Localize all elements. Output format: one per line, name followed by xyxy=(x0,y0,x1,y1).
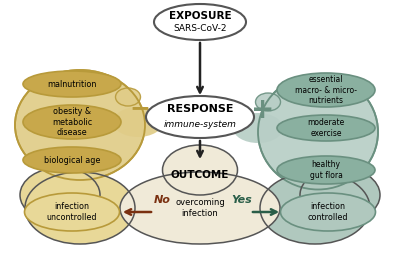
Ellipse shape xyxy=(300,167,380,223)
Ellipse shape xyxy=(260,172,370,244)
Text: Yes: Yes xyxy=(232,195,252,205)
Text: malnutrition: malnutrition xyxy=(47,80,97,88)
Ellipse shape xyxy=(233,113,283,143)
Text: moderate
exercise: moderate exercise xyxy=(307,118,345,138)
Text: infection
uncontrolled: infection uncontrolled xyxy=(47,202,97,222)
Text: biological age: biological age xyxy=(44,155,100,165)
Text: SARS-CoV-2: SARS-CoV-2 xyxy=(173,24,227,32)
Text: infection
controlled: infection controlled xyxy=(308,202,348,222)
Ellipse shape xyxy=(280,193,376,231)
Text: RESPONSE: RESPONSE xyxy=(167,104,233,114)
Text: No: No xyxy=(154,195,170,205)
Ellipse shape xyxy=(113,107,163,137)
Text: −: − xyxy=(130,96,150,120)
Ellipse shape xyxy=(258,74,378,190)
Text: immune-system: immune-system xyxy=(164,120,236,129)
Ellipse shape xyxy=(277,73,375,107)
Text: EXPOSURE: EXPOSURE xyxy=(169,11,231,21)
Ellipse shape xyxy=(162,145,238,195)
Ellipse shape xyxy=(120,172,280,244)
Ellipse shape xyxy=(15,70,145,180)
Text: overcoming
infection: overcoming infection xyxy=(175,198,225,218)
Ellipse shape xyxy=(146,96,254,138)
Ellipse shape xyxy=(24,193,120,231)
Text: +: + xyxy=(251,96,275,124)
Text: healthy
gut flora: healthy gut flora xyxy=(310,160,342,180)
Ellipse shape xyxy=(277,115,375,141)
Text: obesity &
metabolic
disease: obesity & metabolic disease xyxy=(52,107,92,137)
Ellipse shape xyxy=(23,147,121,173)
Ellipse shape xyxy=(20,167,100,223)
Ellipse shape xyxy=(256,93,280,111)
Text: essential
macro- & micro-
nutrients: essential macro- & micro- nutrients xyxy=(295,75,357,105)
Text: OUTCOME: OUTCOME xyxy=(171,170,229,180)
Ellipse shape xyxy=(116,88,140,106)
Ellipse shape xyxy=(277,156,375,184)
Ellipse shape xyxy=(23,71,121,97)
Ellipse shape xyxy=(25,172,135,244)
Ellipse shape xyxy=(154,4,246,40)
Ellipse shape xyxy=(23,105,121,139)
